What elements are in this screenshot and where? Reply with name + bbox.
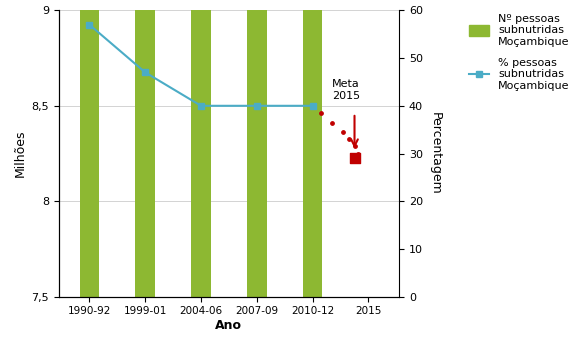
Y-axis label: Milhões: Milhões: [14, 130, 27, 177]
Text: Meta
2015: Meta 2015: [332, 79, 360, 101]
Bar: [247, 0, 266, 297]
Bar: [191, 0, 211, 297]
Bar: [80, 0, 99, 297]
Bar: [136, 0, 155, 297]
Point: [328, 120, 337, 125]
Point: [339, 129, 348, 135]
Bar: [303, 0, 322, 297]
Legend: Nº pessoas
subnutridas
Moçambique, % pessoas
subnutridas
Moçambique: Nº pessoas subnutridas Moçambique, % pes…: [466, 10, 573, 94]
X-axis label: Ano: Ano: [215, 319, 242, 332]
Point: [350, 144, 359, 149]
Y-axis label: Percentagem: Percentagem: [429, 112, 441, 195]
Point: [316, 110, 326, 116]
Point: [344, 136, 353, 142]
Point: [350, 156, 359, 161]
Point: [354, 151, 363, 156]
